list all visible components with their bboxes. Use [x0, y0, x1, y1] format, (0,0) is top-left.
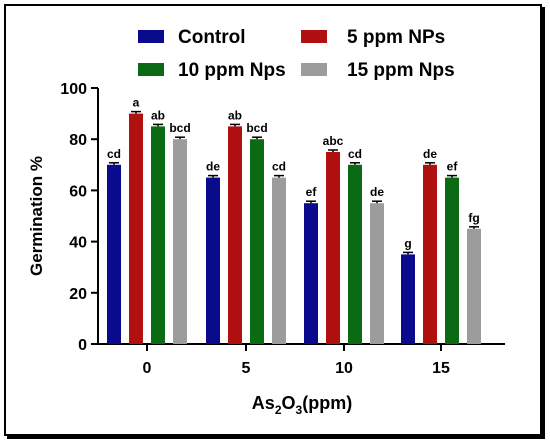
bar-10-ppm-nps-15	[445, 177, 459, 344]
significance-letter: abc	[323, 134, 344, 148]
significance-letter: bcd	[246, 121, 267, 135]
bar-10-ppm-nps-0	[151, 126, 165, 345]
significance-letter: de	[370, 185, 384, 199]
significance-letter: de	[206, 160, 220, 174]
significance-letter: ab	[151, 108, 165, 122]
legend-label-5ppm: 5 ppm NPs	[347, 27, 445, 48]
bar-15-ppm-nps-5	[272, 177, 286, 344]
legend-swatch-control	[138, 30, 164, 43]
legend: Control 5 ppm NPs 10 ppm Nps 15 ppm Nps	[138, 27, 455, 81]
bar-10-ppm-nps-5	[250, 139, 264, 344]
significance-letter: cd	[107, 147, 121, 161]
y-tick-label: 60	[69, 183, 87, 200]
x-title-part-as: As	[252, 393, 275, 413]
legend-swatch-5ppm	[301, 30, 327, 43]
y-tick-label: 80	[69, 132, 87, 149]
bar-5-ppm-nps-5	[228, 126, 242, 345]
bars	[107, 110, 481, 345]
legend-label-10ppm: 10 ppm Nps	[178, 60, 286, 81]
bar-5-ppm-nps-0	[129, 113, 143, 344]
x-axis-title: As2O3(ppm)	[252, 393, 352, 417]
bar-control-0	[107, 164, 121, 344]
bar-15-ppm-nps-15	[467, 228, 481, 344]
legend-swatch-10ppm	[138, 63, 164, 76]
y-axis-title: Germination %	[27, 156, 46, 276]
legend-label-control: Control	[178, 27, 246, 48]
significance-letter: de	[423, 147, 437, 161]
x-title-sub-3: 3	[296, 403, 303, 417]
bar-5-ppm-nps-10	[326, 152, 340, 344]
significance-letter: ab	[228, 108, 242, 122]
y-tick-label: 20	[69, 286, 87, 303]
x-title-part-o: O	[282, 393, 296, 413]
legend-swatch-15ppm	[301, 63, 327, 76]
bar-control-10	[304, 203, 318, 344]
x-ticks: 0 5 10 15	[143, 344, 450, 377]
x-tick-label: 15	[432, 360, 450, 377]
legend-label-15ppm: 15 ppm Nps	[347, 60, 455, 81]
y-tick-label: 0	[78, 337, 87, 354]
x-tick-label: 0	[143, 360, 152, 377]
significance-letter: cd	[272, 160, 286, 174]
bar-control-5	[206, 177, 220, 344]
significance-letter: ef	[306, 185, 318, 199]
x-title-part-ppm: (ppm)	[302, 393, 352, 413]
significance-letter: fg	[468, 211, 479, 225]
bar-control-15	[401, 254, 415, 344]
y-ticks: 0 20 40 60 80 100	[60, 81, 98, 354]
bar-10-ppm-nps-10	[348, 164, 362, 344]
bar-15-ppm-nps-10	[370, 203, 384, 344]
significance-letter: bcd	[169, 121, 190, 135]
significance-letter: cd	[348, 147, 362, 161]
bar-5-ppm-nps-15	[423, 164, 437, 344]
x-tick-label: 5	[242, 360, 251, 377]
bar-15-ppm-nps-0	[173, 139, 187, 344]
significance-letter: a	[133, 96, 140, 110]
y-tick-label: 100	[60, 81, 87, 98]
significance-letter: g	[404, 236, 411, 250]
y-tick-label: 40	[69, 235, 87, 252]
x-tick-label: 10	[335, 360, 353, 377]
x-title-sub-2: 2	[275, 403, 282, 417]
significance-letter: ef	[447, 160, 459, 174]
